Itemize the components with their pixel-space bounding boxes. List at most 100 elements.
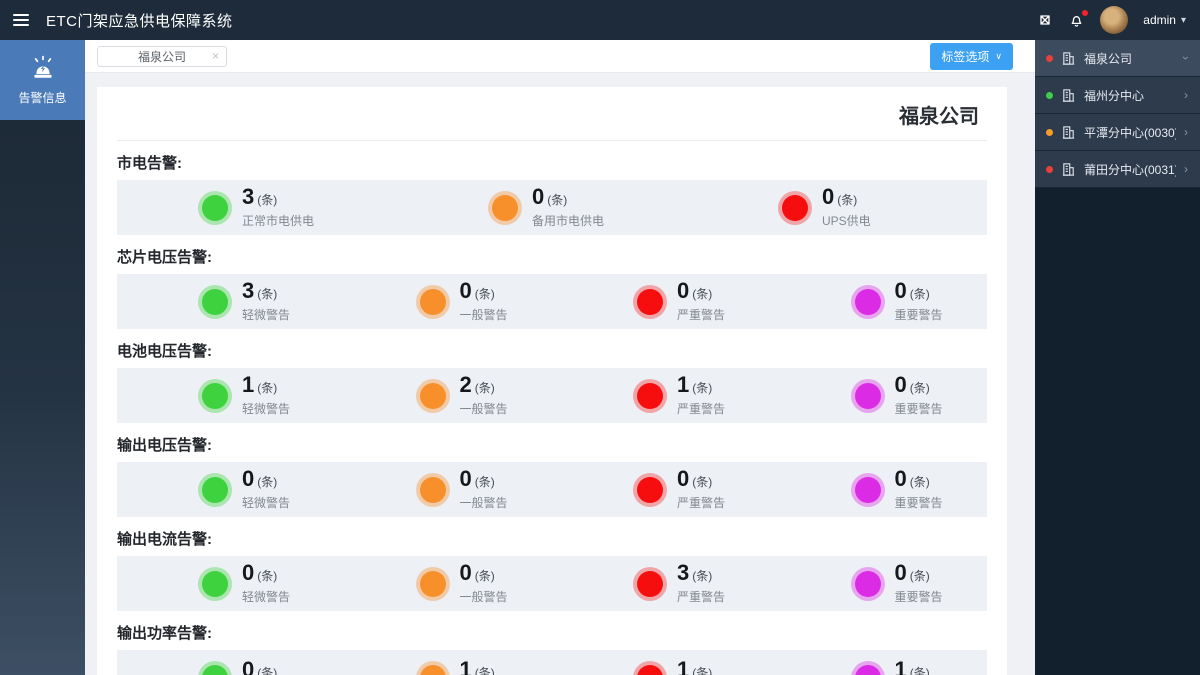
stat-unit: (条) [909, 665, 930, 675]
card-title: 福泉公司 [117, 87, 987, 141]
status-circle-orange-icon [419, 664, 446, 675]
chevron-right-icon[interactable]: › [1184, 88, 1188, 102]
stat-count: 0 [822, 184, 835, 209]
notifications-bell-icon[interactable] [1068, 9, 1089, 29]
section-label: 芯片电压告警: [117, 249, 212, 266]
stat-unit: (条) [257, 381, 278, 395]
status-circle-orange-icon [419, 476, 446, 503]
company-select[interactable]: 福泉公司 × [97, 45, 227, 67]
chevron-right-icon[interactable]: › [1184, 162, 1188, 176]
alarm-section-battery-voltage: 电池电压告警: 1 (条) 轻微警告 2 (条) 一般警告 1 (条) 严重警告 [117, 343, 987, 423]
status-circle-green-icon [202, 288, 228, 315]
status-circle-magenta-icon [854, 288, 881, 315]
status-circle-red-icon [637, 570, 663, 597]
fullscreen-icon[interactable] [1036, 12, 1053, 29]
stat-unit: (条) [257, 665, 278, 675]
org-item-putian[interactable]: 莆田分中心(0031) › [1035, 151, 1200, 188]
org-item-label: 平潭分中心(0030) [1084, 125, 1176, 140]
stat-count: 1 [677, 372, 690, 397]
section-label: 输出功率告警: [117, 625, 212, 642]
building-icon [1062, 88, 1075, 102]
stat-unit: (条) [909, 475, 930, 489]
stats-row: 0 (条) 1 (条) 1 (条) 1 (条) [117, 650, 987, 675]
stat-count: 3 [677, 560, 690, 585]
stat-item: 0 (条) 重要警告 [770, 374, 988, 417]
stat-item: 2 (条) 一般警告 [335, 374, 553, 417]
status-dot-red-icon [1046, 165, 1053, 173]
stat-desc: 严重警告 [677, 402, 726, 416]
org-item-label: 福泉公司 [1084, 51, 1133, 66]
stat-desc: 备用市电供电 [532, 214, 605, 228]
chevron-down-icon: ∨ [995, 50, 1002, 61]
stat-count: 0 [677, 466, 690, 491]
stat-item: 0 (条) 备用市电供电 [407, 186, 697, 229]
stat-item: 0 (条) 重要警告 [770, 280, 988, 323]
status-circle-magenta-icon [854, 664, 881, 675]
section-label: 输出电流告警: [117, 531, 212, 548]
status-dot-orange-icon [1046, 128, 1053, 136]
status-circle-red-icon [637, 664, 663, 675]
section-label: 输出电压告警: [117, 437, 212, 454]
stat-item: 1 (条) 轻微警告 [117, 374, 335, 417]
stat-desc: 重要警告 [894, 590, 943, 604]
stat-item: 0 (条) 重要警告 [770, 562, 988, 605]
stat-unit: (条) [474, 665, 495, 675]
stat-unit: (条) [547, 193, 568, 207]
stat-desc: 轻微警告 [242, 402, 291, 416]
left-sidebar: 告警信息 [0, 40, 85, 675]
stat-desc: 严重警告 [677, 496, 726, 510]
building-icon [1062, 125, 1075, 139]
main-content: 福泉公司 × 标签选项 ∨ 福泉公司 市电告警: 3 (条) 正常市电供电 [85, 40, 1035, 675]
user-avatar[interactable] [1100, 6, 1129, 34]
org-item-fuquan[interactable]: 福泉公司 › [1035, 40, 1200, 77]
tag-options-label: 标签选项 [941, 49, 990, 64]
stat-item: 3 (条) 轻微警告 [117, 280, 335, 323]
status-circle-orange-icon [419, 382, 446, 409]
stat-desc: 重要警告 [894, 496, 943, 510]
stat-unit: (条) [692, 569, 713, 583]
status-circle-orange-icon [419, 570, 446, 597]
sidebar-item-alarm-info[interactable]: 告警信息 [0, 40, 85, 120]
stat-desc: 严重警告 [677, 308, 726, 322]
stat-count: 0 [242, 560, 255, 585]
stat-count: 0 [894, 372, 907, 397]
stat-count: 0 [459, 278, 472, 303]
chevron-down-icon[interactable]: › [1179, 56, 1193, 60]
stat-item: 1 (条) [552, 658, 770, 675]
stat-unit: (条) [909, 287, 930, 301]
stat-item: 3 (条) 正常市电供电 [117, 186, 407, 229]
company-select-value: 福泉公司 [137, 49, 186, 64]
app-title: ETC门架应急供电保障系统 [46, 12, 233, 30]
user-menu[interactable]: admin ▾ [1143, 13, 1186, 27]
stat-unit: (条) [692, 287, 713, 301]
stat-desc: 重要警告 [894, 308, 943, 322]
status-dot-green-icon [1046, 91, 1053, 99]
stat-item: 0 (条) 重要警告 [770, 468, 988, 511]
stats-row: 0 (条) 轻微警告 0 (条) 一般警告 3 (条) 严重警告 0 (条) 重要警告 [117, 556, 987, 611]
stat-desc: 轻微警告 [242, 496, 291, 510]
stat-desc: 严重警告 [677, 590, 726, 604]
section-label: 电池电压告警: [117, 343, 212, 360]
stats-row: 3 (条) 正常市电供电 0 (条) 备用市电供电 0 (条) UPS供电 [117, 180, 987, 235]
stat-count: 3 [242, 184, 255, 209]
org-item-fuzhou[interactable]: 福州分中心 › [1035, 77, 1200, 114]
status-circle-magenta-icon [854, 382, 881, 409]
tag-options-button[interactable]: 标签选项 ∨ [930, 42, 1013, 70]
alarm-section-output-power: 输出功率告警: 0 (条) 1 (条) 1 (条) [117, 625, 987, 675]
status-circle-orange-icon [419, 288, 446, 315]
alarm-section-output-current: 输出电流告警: 0 (条) 轻微警告 0 (条) 一般警告 3 (条) 严重警告 [117, 531, 987, 611]
stat-unit: (条) [909, 569, 930, 583]
stat-count: 0 [894, 278, 907, 303]
chevron-right-icon[interactable]: › [1184, 125, 1188, 139]
stats-row: 3 (条) 轻微警告 0 (条) 一般警告 0 (条) 严重警告 0 (条) 重要警告 [117, 274, 987, 329]
clear-icon[interactable]: × [211, 48, 219, 63]
stat-count: 1 [242, 372, 255, 397]
status-circle-green-icon [202, 476, 228, 503]
org-item-pingtan[interactable]: 平潭分中心(0030) › [1035, 114, 1200, 151]
stat-count: 0 [242, 656, 255, 675]
sidebar-item-label: 告警信息 [18, 90, 67, 105]
menu-toggle-icon[interactable] [13, 14, 29, 26]
user-name-label: admin [1143, 13, 1176, 27]
status-circle-red-icon [637, 288, 663, 315]
